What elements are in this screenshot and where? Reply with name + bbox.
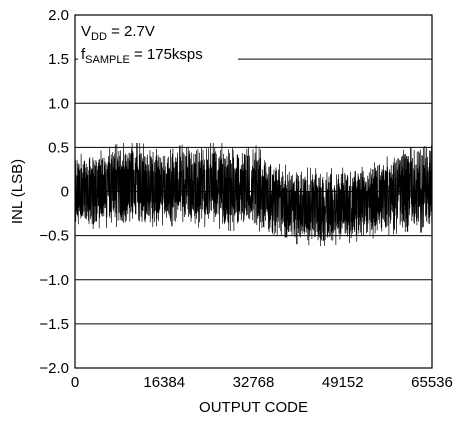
x-axis-label: OUTPUT CODE [199,399,308,416]
x-tick-label: 16384 [143,374,185,391]
inl-trace-path [74,138,433,247]
y-tick-label: −1.5 [39,316,69,333]
annotation-vdd-main: V [81,23,91,40]
annotation-vdd-sub: DD [91,31,107,43]
annotation-fsample-rest: = 175ksps [130,46,203,63]
x-tick-label: 32768 [233,374,275,391]
y-tick-labels: 2.0 1.5 1.0 0.5 0 −0.5 −1.0 −1.5 −2.0 [39,7,69,377]
x-tick-label: 49152 [322,374,364,391]
x-tick-label: 0 [71,374,79,391]
y-axis-label: INL (LSB) [9,159,26,224]
y-tick-label: 0.5 [48,139,69,156]
annotation-vdd: VDD = 2.7V [81,23,155,43]
plot-frame [74,14,433,369]
annotation-background [78,17,238,67]
inl-trace [74,138,433,247]
y-tick-label: −0.5 [39,228,69,245]
y-tick-label: 2.0 [48,7,69,24]
y-tick-label: 1.5 [48,51,69,68]
annotation-fsample-sub: SAMPLE [85,54,130,66]
y-tick-label: 0 [61,184,69,201]
x-tick-label: 65536 [411,374,453,391]
annotation-fsample-main: f [81,46,86,63]
y-tick-label: −2.0 [39,360,69,377]
x-tick-labels: 0 16384 32768 49152 65536 [71,374,453,391]
y-tick-label: 1.0 [48,95,69,112]
annotation-vdd-rest: = 2.7V [107,23,155,40]
y-tick-label: −1.0 [39,272,69,289]
annotation-fsample: fSAMPLE = 175ksps [81,46,203,66]
